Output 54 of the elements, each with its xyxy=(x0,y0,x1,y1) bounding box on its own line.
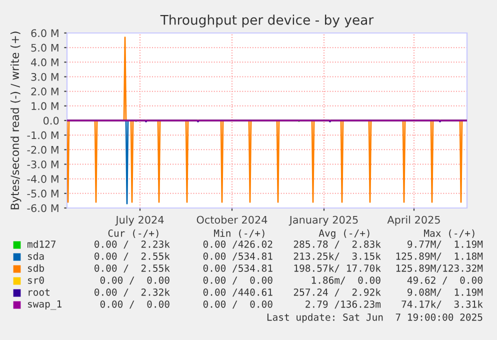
text: 285.78 / 2.83k xyxy=(294,240,381,249)
text: 0.00 /534.81 xyxy=(203,252,272,261)
legend-label: sdb xyxy=(28,264,44,272)
text: 213.25k/ 3.15k xyxy=(294,252,381,261)
text: 0.00 / 0.00 xyxy=(203,276,272,285)
x-tick-label: October 2024 xyxy=(196,216,268,224)
y-tick-label: -1.0 M xyxy=(27,131,58,140)
text: 0.00 /440.61 xyxy=(203,288,272,297)
y-tick-label: 3.0 M xyxy=(31,72,58,81)
y-tick-label: 0.0 xyxy=(43,116,59,125)
legend-label: root xyxy=(28,288,50,296)
x-tick-label: April 2025 xyxy=(387,216,440,226)
chart-title: Throughput per device - by year xyxy=(160,14,374,28)
text: 74.17k/ 3.31k xyxy=(402,300,483,309)
legend-label: sda xyxy=(28,252,44,260)
text: 9.08M/ 1.19M xyxy=(408,288,483,297)
text: 125.89M/123.32M xyxy=(396,264,483,273)
text: 1.86m/ 0.00 xyxy=(312,276,380,285)
text: 0.00 /426.02 xyxy=(203,240,272,249)
legend-label: swap_1 xyxy=(28,300,62,310)
x-tick-label: July 2024 xyxy=(115,216,164,226)
text: 0.00 / 0.00 xyxy=(203,300,272,309)
x-tick-label: January 2025 xyxy=(288,216,358,226)
text: Cur (-/+) xyxy=(108,229,158,238)
y-tick-label: 2.0 M xyxy=(31,88,58,96)
y-tick-label: 4.0 M xyxy=(31,58,58,66)
text: 0.00 / 0.00 xyxy=(100,276,170,285)
text: 0.00 / 2.32k xyxy=(94,288,170,297)
text: 0.00 / 2.23k xyxy=(94,240,170,249)
text: Last update: Sat Jun 7 19:00:00 2025 xyxy=(267,313,482,323)
y-tick-label: -3.0 M xyxy=(27,160,58,168)
text: 198.57k/ 17.70k xyxy=(294,264,381,273)
y-tick-label: 6.0 M xyxy=(31,29,58,38)
text: 0.00 / 0.00 xyxy=(100,300,170,309)
y-tick-label: -4.0 M xyxy=(27,175,58,183)
legend-label: md127 xyxy=(28,240,56,248)
legend-label: sr0 xyxy=(28,276,44,284)
text: 125.89M/ 1.18M xyxy=(396,252,483,261)
text: 9.77M/ 1.19M xyxy=(408,240,483,249)
y-axis-title: Bytes/second read (-) / write (+) xyxy=(10,32,22,210)
text: Min (-/+) xyxy=(214,229,264,238)
y-tick-label: 5.0 M xyxy=(31,44,58,52)
text: 0.00 / 2.55k xyxy=(94,264,170,273)
text: 0.00 / 2.55k xyxy=(94,252,170,261)
text: 2.79 /136.23m xyxy=(306,300,381,309)
text: 49.62 / 0.00 xyxy=(407,276,482,285)
text: 0.00 /534.81 xyxy=(203,264,272,273)
text: Avg (-/+) xyxy=(318,229,370,239)
y-tick-label: -6.0 M xyxy=(27,204,58,212)
y-tick-label: 1.0 M xyxy=(32,102,58,110)
y-tick-label: -2.0 M xyxy=(27,146,58,154)
text: Max (-/+) xyxy=(424,229,474,238)
text: 257.24 / 2.92k xyxy=(294,288,381,297)
y-tick-label: -5.0 M xyxy=(27,190,58,198)
